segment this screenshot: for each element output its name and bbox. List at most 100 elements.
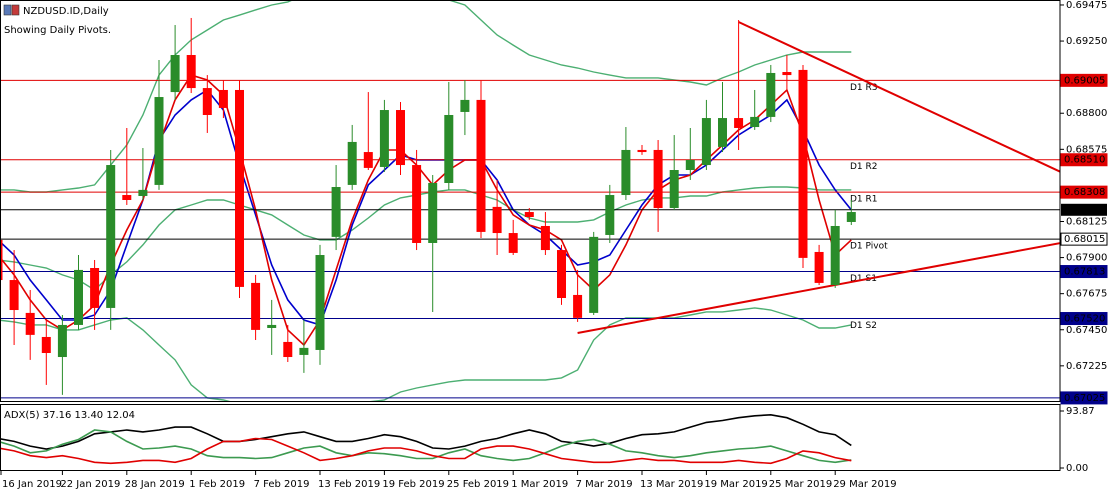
pivot-price-box [1060, 312, 1108, 326]
x-tick-label: 19 Mar 2019 [704, 479, 767, 490]
pivot-price-label: 0.69005 [1064, 75, 1105, 86]
candle-body [331, 187, 341, 237]
candle-body [154, 97, 164, 185]
candle-body [782, 72, 792, 76]
candle-body [57, 324, 67, 358]
pivot-price-box [1060, 232, 1108, 246]
candle-body [524, 212, 534, 218]
candle-body [363, 152, 373, 168]
main-frame [0, 0, 1061, 402]
pivot-price-box [1060, 153, 1108, 167]
x-tick-label: 7 Mar 2019 [576, 479, 633, 490]
candle-body [653, 149, 663, 209]
candle-body [9, 280, 19, 311]
pivot-name: D1 S2 [850, 321, 877, 331]
x-tick-label: 1 Mar 2019 [511, 479, 568, 490]
x-tick-label: 13 Mar 2019 [640, 479, 703, 490]
y-tick-label: 0.67900 [1066, 253, 1107, 264]
y-tick-label: 0.67675 [1066, 289, 1107, 300]
x-tick-label: 13 Feb 2019 [318, 479, 380, 490]
trendline [577, 242, 1060, 334]
candle-body [734, 118, 744, 128]
candle-body [299, 347, 309, 355]
candle-body [251, 282, 261, 330]
candle-body [235, 89, 244, 287]
candle-body [428, 182, 438, 243]
candle-body [347, 141, 357, 185]
candle-body [122, 195, 132, 200]
x-tick-label: 28 Jan 2019 [125, 479, 185, 490]
candle-body [814, 251, 824, 283]
candle-body [412, 165, 422, 243]
y-tick-label: 0.67450 [1066, 325, 1107, 336]
candle-body [685, 159, 695, 171]
y-tick-label: 0.68800 [1066, 108, 1107, 119]
x-tick-label: 29 Mar 2019 [833, 479, 896, 490]
y-tick-label: 0.69250 [1066, 36, 1107, 47]
x-tick-label: 1 Feb 2019 [189, 479, 245, 490]
candle-body [460, 99, 470, 112]
trendline [738, 21, 1060, 173]
candle-body [621, 149, 631, 196]
current-price-label: 0.68198 [1064, 205, 1105, 216]
x-tick-label: 22 Jan 2019 [60, 479, 120, 490]
candle-body [186, 55, 196, 89]
candle-body [315, 255, 325, 350]
x-tick-label: 16 Jan 2019 [2, 479, 62, 490]
candle-body [508, 233, 518, 253]
adx-line [0, 413, 852, 450]
y-tick-label: 93.87 [1066, 406, 1095, 417]
x-tick-label: 19 Feb 2019 [382, 479, 444, 490]
pivot-price-box [1060, 391, 1108, 405]
candle-body [283, 341, 293, 358]
candle-body [605, 195, 615, 235]
candle-body [830, 225, 840, 286]
y-tick-label: 0.68575 [1066, 144, 1107, 155]
pivot-price-box [1060, 265, 1108, 279]
pivot-price-label: 0.68510 [1064, 155, 1105, 166]
candle-body [25, 312, 35, 335]
candle-body [379, 110, 389, 167]
candle-body [170, 55, 180, 93]
adx-plot [0, 413, 852, 465]
candle-body [492, 206, 502, 234]
candle-body [74, 269, 83, 325]
adx-line [0, 429, 852, 464]
candle-body [540, 225, 550, 251]
x-tick-label: 25 Mar 2019 [769, 479, 832, 490]
indicator-line [0, 0, 852, 193]
pivot-name: D1 Pivot [850, 242, 888, 252]
pivot-price-label: 0.68015 [1064, 234, 1105, 245]
candle-body [766, 72, 776, 117]
candle-body [846, 212, 856, 222]
candle-body [90, 268, 100, 308]
icon [11, 4, 20, 16]
candle-body [138, 189, 148, 196]
candle-body [750, 116, 760, 128]
pivot-price-label: 0.67025 [1064, 393, 1105, 404]
candle-body [573, 294, 583, 318]
adx-line [0, 437, 852, 465]
pivot-price-box [1060, 185, 1108, 199]
candle-body [41, 336, 51, 354]
y-tick-label: 0.00 [1066, 463, 1088, 474]
candle-body [798, 69, 808, 258]
pivot-name: D1 R2 [850, 162, 878, 172]
x-tick-label: 7 Feb 2019 [254, 479, 310, 490]
candle-body [396, 110, 405, 166]
candle-body [557, 250, 566, 298]
pivot-price-box [1060, 73, 1108, 87]
indicator-line [0, 307, 852, 401]
adx-frame [0, 404, 1061, 471]
candle-body [701, 118, 711, 166]
chart-subtitle: Showing Daily Pivots. [4, 25, 111, 36]
candle-body [718, 118, 727, 147]
pivot-name: D1 R3 [850, 83, 878, 93]
indicator-line [0, 186, 852, 291]
candle-body [202, 88, 212, 115]
